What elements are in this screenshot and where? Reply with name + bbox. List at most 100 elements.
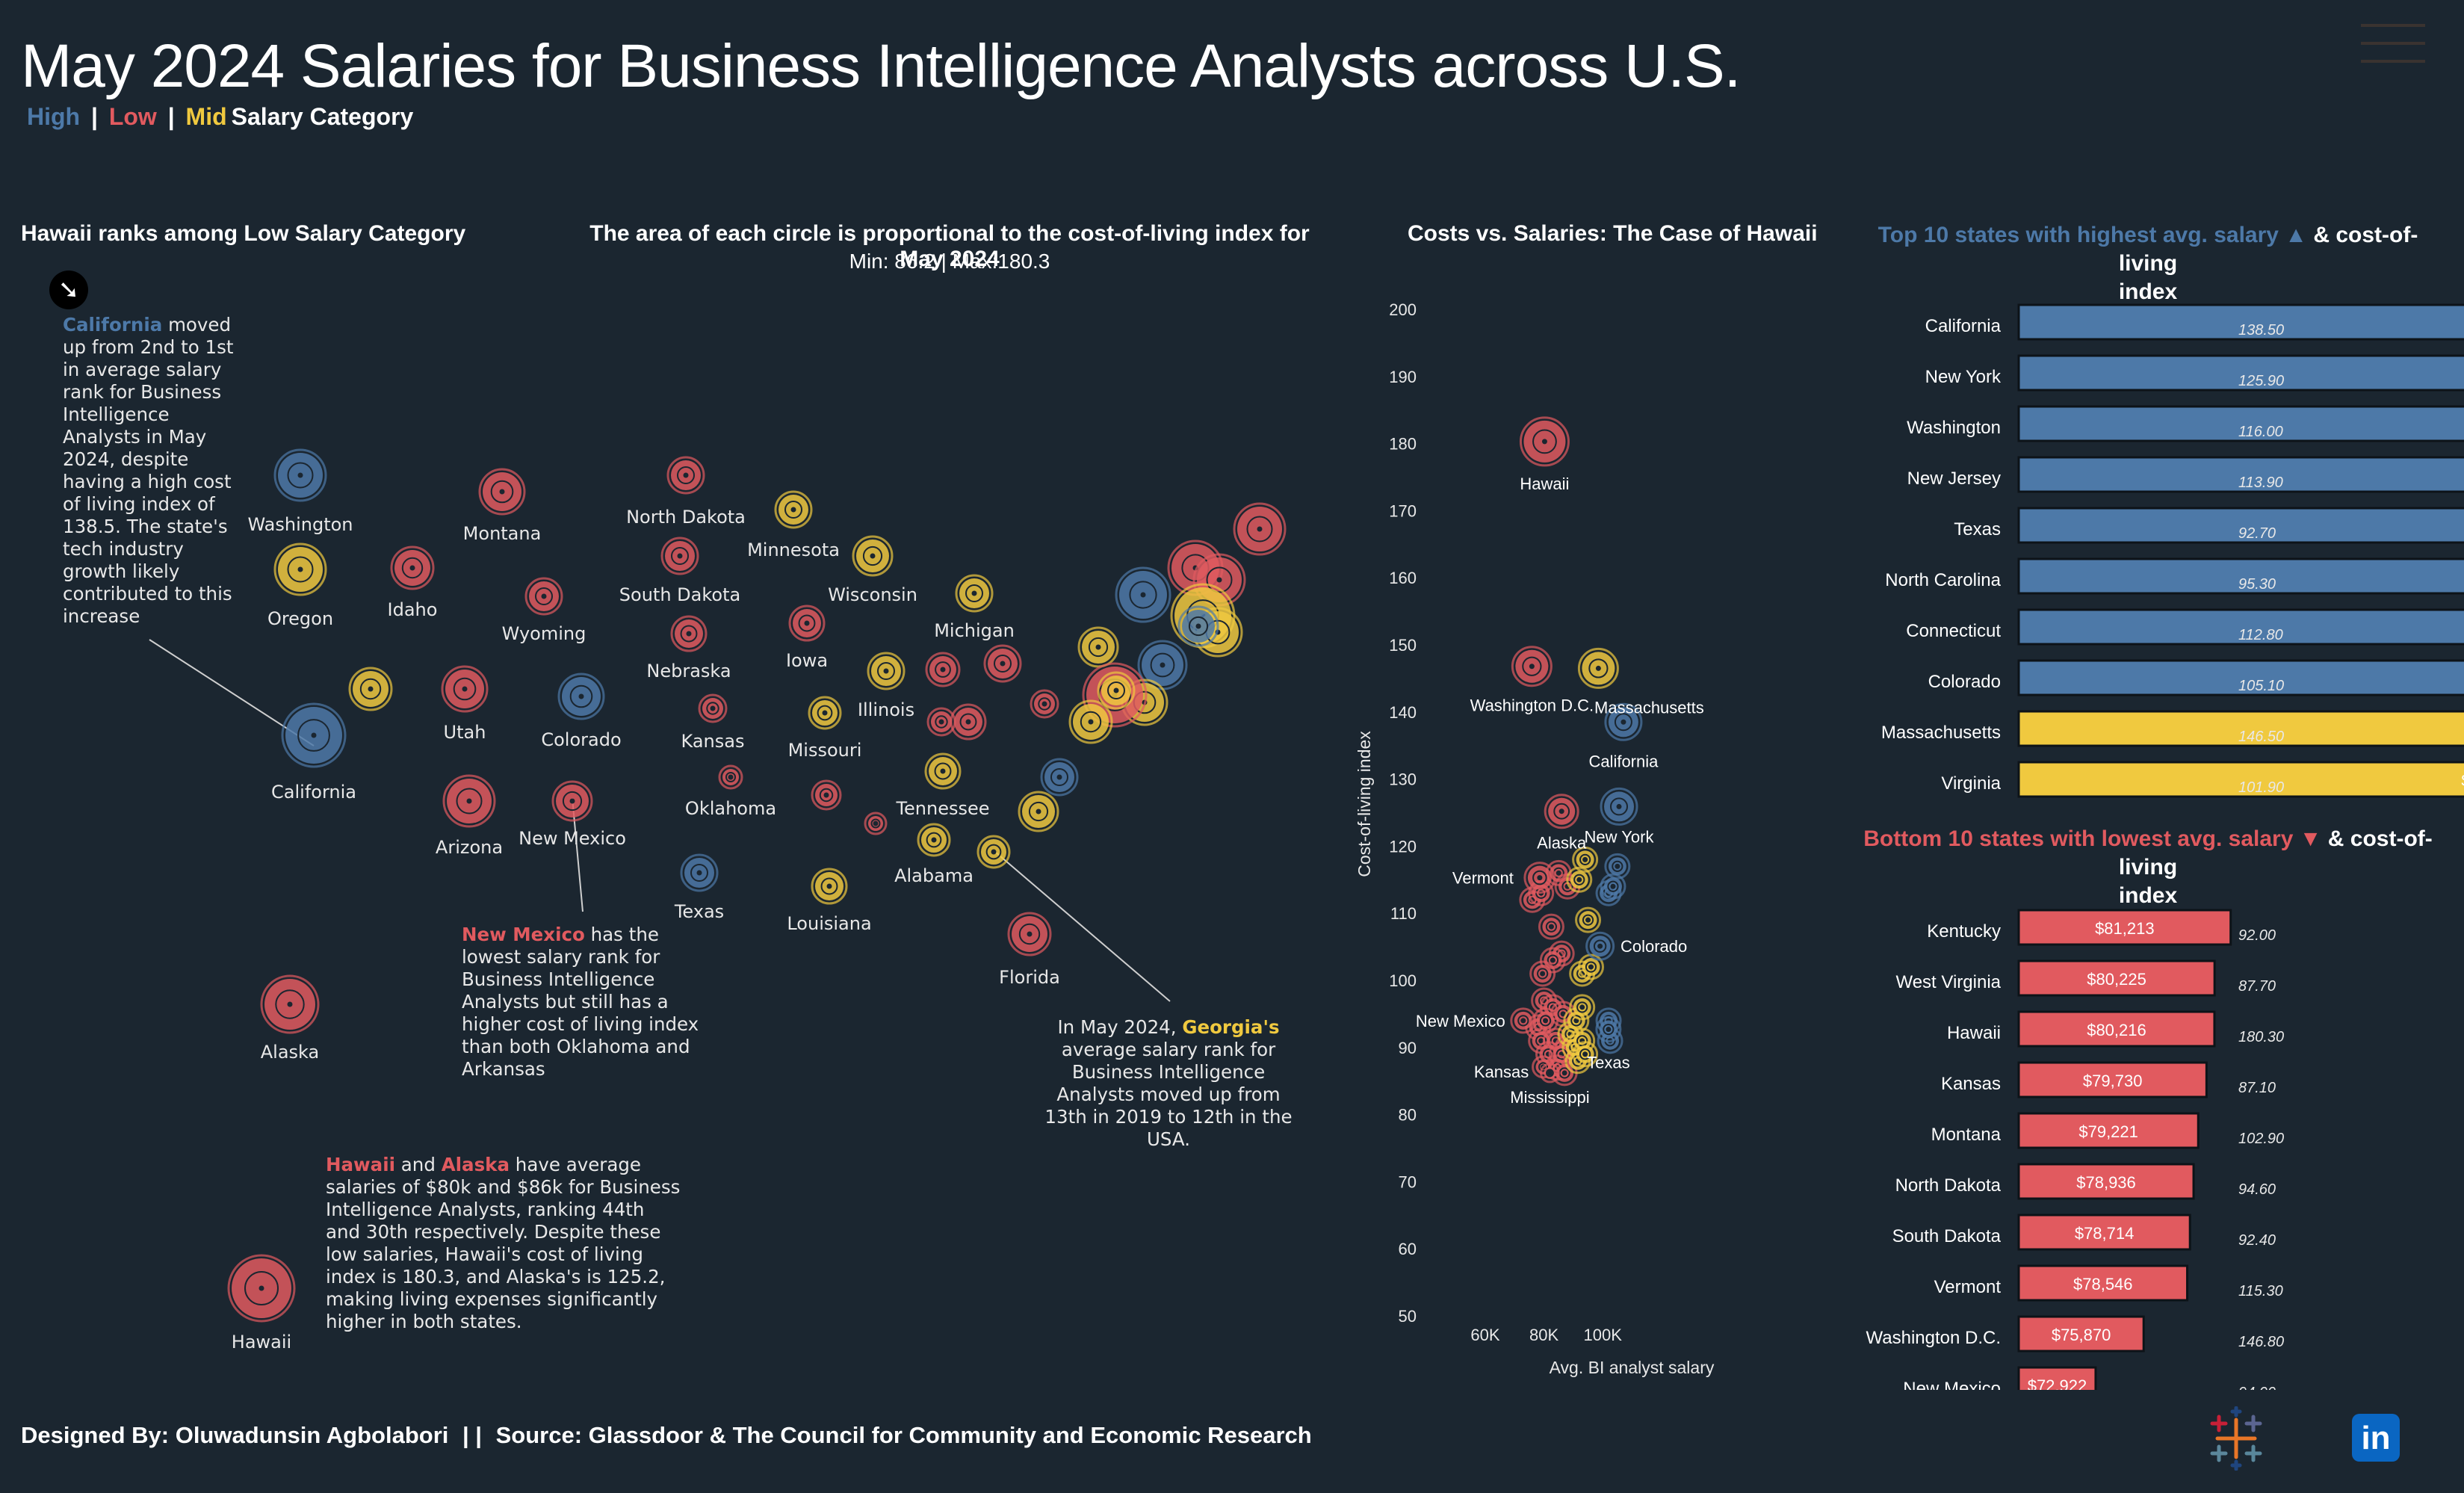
state-bubble-utah[interactable] xyxy=(441,665,489,713)
bar-new-mexico[interactable] xyxy=(2017,1366,2097,1390)
state-bubble-illinois[interactable] xyxy=(867,652,906,690)
bar-west-virginia[interactable] xyxy=(2017,959,2216,997)
state-bubble-alabama[interactable] xyxy=(917,823,951,857)
linkedin-icon[interactable]: in xyxy=(2352,1414,2400,1462)
bar-north-carolina[interactable] xyxy=(2017,557,2464,595)
state-bubble-oregon[interactable] xyxy=(273,543,327,596)
bar-hawaii[interactable] xyxy=(2017,1010,2216,1048)
bar-washington-d-c-[interactable] xyxy=(2017,1315,2145,1353)
legend-mid[interactable]: Mid xyxy=(185,103,227,130)
state-bubble-texas[interactable] xyxy=(680,853,719,892)
state-bubble-alaska[interactable] xyxy=(260,974,320,1034)
bar-vermont[interactable] xyxy=(2017,1264,2189,1302)
state-bubble-tennessee[interactable] xyxy=(924,752,962,790)
bar-washington[interactable] xyxy=(2017,405,2464,442)
bar-texas[interactable] xyxy=(2017,507,2464,544)
state-bubble-east-19[interactable] xyxy=(1177,605,1219,647)
state-bubble-michigan[interactable] xyxy=(955,574,994,613)
state-bubble-wyoming[interactable] xyxy=(524,577,563,616)
scatter-point-colorado[interactable] xyxy=(1585,931,1615,961)
state-bubble-east-24[interactable] xyxy=(1097,671,1136,710)
state-bubble-washington[interactable] xyxy=(273,448,327,502)
scatter-point-hawaii[interactable] xyxy=(1519,416,1570,467)
scatter-point-massachusetts[interactable] xyxy=(1577,647,1619,689)
state-bubble-east-10[interactable] xyxy=(1040,758,1079,797)
scatter-point-8[interactable] xyxy=(1529,960,1556,987)
scatter-point-new-mexico[interactable] xyxy=(1510,1007,1537,1034)
scatter-point-mississippi[interactable] xyxy=(1539,1063,1560,1084)
state-bubble-montana[interactable] xyxy=(478,468,526,516)
diagonal-arrow-icon[interactable]: ➘ xyxy=(49,271,88,309)
scatter-point-29[interactable] xyxy=(1572,846,1599,873)
scatter-point-27[interactable] xyxy=(1572,1041,1599,1068)
state-bubble-florida[interactable] xyxy=(1007,912,1052,956)
state-bubble-south-dakota[interactable] xyxy=(660,537,699,575)
state-bubble-colorado[interactable] xyxy=(557,673,605,720)
state-bubble-east-9[interactable] xyxy=(1077,626,1119,668)
state-bubble-east-16[interactable] xyxy=(1233,502,1287,556)
bar-category-virginia: Virginia xyxy=(1941,773,2001,794)
scatter-point-28[interactable] xyxy=(1566,866,1593,893)
scatter-point-california[interactable] xyxy=(1604,702,1643,741)
state-bubble-east-13[interactable] xyxy=(1115,566,1171,623)
bar-new-york[interactable] xyxy=(2017,354,2464,392)
state-bubble-arizona[interactable] xyxy=(442,774,496,828)
bar-massachusetts[interactable] xyxy=(2017,710,2464,747)
tableau-logo-icon[interactable] xyxy=(2204,1406,2268,1471)
scatter-point-23[interactable] xyxy=(1569,994,1596,1021)
scatter-point-30[interactable] xyxy=(1575,906,1602,933)
state-bubble-east-3[interactable] xyxy=(864,812,888,835)
legend-high[interactable]: High xyxy=(27,103,81,130)
state-bubble-east-1[interactable] xyxy=(348,667,393,711)
bar-colorado[interactable] xyxy=(2017,659,2464,696)
state-bubble-idaho[interactable] xyxy=(390,545,435,590)
scatter-point-new-york[interactable] xyxy=(1600,787,1638,826)
bar-south-dakota[interactable] xyxy=(2017,1214,2191,1251)
bar-category-new-jersey: New Jersey xyxy=(1907,469,2001,489)
scatter-point-vermont[interactable] xyxy=(1523,862,1556,894)
menu-icon[interactable] xyxy=(2361,21,2425,67)
bar-index-texas: 92.70 xyxy=(2238,525,2276,542)
state-bubble-east-12[interactable] xyxy=(976,835,1011,869)
state-bubble-louisiana[interactable] xyxy=(811,868,848,905)
state-bubble-east-7[interactable] xyxy=(1030,689,1059,719)
state-bubble-oklahoma[interactable] xyxy=(718,764,743,790)
scatter-point-18[interactable] xyxy=(1532,1007,1559,1034)
state-bubble-kansas[interactable] xyxy=(698,693,728,723)
scatter-point-3[interactable] xyxy=(1538,913,1564,940)
state-bubble-east-20[interactable] xyxy=(1137,640,1188,690)
bar-connecticut[interactable] xyxy=(2017,608,2464,646)
state-bubble-california[interactable] xyxy=(281,702,347,768)
legend-low[interactable]: Low xyxy=(108,103,157,130)
scatter-point-7[interactable] xyxy=(1539,947,1566,974)
state-bubble-east-2[interactable] xyxy=(926,707,956,737)
state-bubble-east-5[interactable] xyxy=(925,652,961,687)
state-bubble-hawaii[interactable] xyxy=(227,1254,296,1323)
scatter-point-35[interactable] xyxy=(1604,853,1631,880)
scatter-point-washington-d-c-[interactable] xyxy=(1511,646,1553,687)
state-bubble-minnesota[interactable] xyxy=(774,490,813,529)
scatter-point-34[interactable] xyxy=(1600,873,1626,900)
state-bubble-missouri[interactable] xyxy=(808,696,842,730)
bar-north-dakota[interactable] xyxy=(2017,1163,2195,1200)
bar-virginia[interactable] xyxy=(2017,761,2464,798)
scatter-point-texas[interactable] xyxy=(1595,1016,1622,1043)
bar-montana[interactable] xyxy=(2017,1112,2200,1149)
bar-index-new-jersey: 113.90 xyxy=(2238,475,2283,491)
state-bubble-new-mexico[interactable] xyxy=(551,780,593,822)
bar-kansas[interactable] xyxy=(2017,1061,2208,1098)
state-bubble-east-8[interactable] xyxy=(950,703,987,741)
bar-kentucky[interactable] xyxy=(2017,909,2232,946)
bar-index-washington: 116.00 xyxy=(2238,424,2283,440)
scatter-point-alaska[interactable] xyxy=(1544,794,1579,829)
state-bubble-east-6[interactable] xyxy=(983,644,1022,683)
state-bubble-east-4[interactable] xyxy=(811,779,842,811)
state-bubble-east-23[interactable] xyxy=(1068,699,1113,744)
bar-california[interactable] xyxy=(2017,303,2464,341)
state-bubble-iowa[interactable] xyxy=(788,605,826,642)
state-bubble-nebraska[interactable] xyxy=(670,615,708,652)
bar-new-jersey[interactable] xyxy=(2017,456,2464,493)
state-bubble-north-dakota[interactable] xyxy=(666,456,705,495)
state-bubble-wisconsin[interactable] xyxy=(852,535,894,577)
state-bubble-east-11[interactable] xyxy=(1018,791,1059,832)
